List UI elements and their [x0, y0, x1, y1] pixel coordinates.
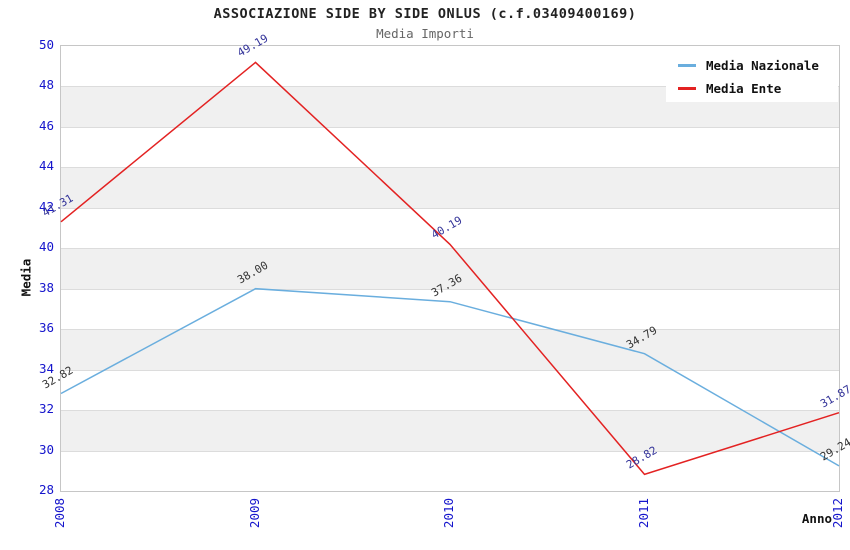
- legend: Media Nazionale Media Ente: [666, 50, 838, 102]
- plot-band: [61, 167, 839, 208]
- legend-item: Media Nazionale: [666, 54, 838, 77]
- y-tick-label: 34: [38, 360, 54, 376]
- plot-band: [61, 410, 839, 451]
- y-tick-label: 40: [38, 239, 54, 255]
- gridline: [61, 410, 839, 412]
- x-tick-label: 2008: [52, 497, 67, 529]
- x-tick-label: 2012: [830, 497, 845, 529]
- plot-area: [60, 45, 840, 492]
- x-axis-title: Anno: [801, 511, 832, 526]
- plot-band: [61, 288, 839, 330]
- legend-label: Media Ente: [706, 81, 782, 96]
- y-tick-label: 36: [38, 320, 54, 336]
- series-lines: [60, 61, 840, 476]
- legend-swatch: [678, 64, 696, 67]
- y-tick-label: 48: [38, 77, 54, 93]
- gridline: [61, 126, 839, 128]
- plot-band: [61, 450, 839, 491]
- x-tick-label: 2010: [441, 497, 456, 529]
- y-tick-label: 46: [38, 117, 54, 133]
- gridline: [61, 288, 839, 290]
- plot-band: [61, 369, 839, 411]
- legend-item: Media Ente: [666, 77, 838, 100]
- gridline: [61, 207, 839, 209]
- gridline: [61, 329, 839, 331]
- y-tick-label: 42: [38, 198, 54, 214]
- series-line: [60, 61, 840, 476]
- y-tick-label: 50: [38, 37, 54, 52]
- gridline: [61, 369, 839, 371]
- legend-swatch: [678, 87, 696, 90]
- plot-band: [61, 126, 839, 168]
- y-tick-label: 38: [38, 279, 54, 295]
- plot-band: [61, 207, 839, 249]
- y-tick-label: 32: [38, 401, 54, 417]
- legend-label: Media Nazionale: [706, 58, 819, 73]
- gridline: [61, 450, 839, 452]
- plot-band: [61, 248, 839, 289]
- gridline: [61, 248, 839, 250]
- y-tick-label: 30: [38, 441, 54, 457]
- series-line: [60, 287, 840, 467]
- x-tick-label: 2011: [635, 497, 651, 529]
- chart-subtitle: Media Importi: [376, 26, 474, 41]
- x-tick-label: 2009: [246, 497, 262, 529]
- plot-band: [61, 329, 839, 370]
- y-tick-label: 28: [38, 482, 54, 497]
- y-tick-label: 44: [38, 158, 54, 174]
- gridline: [61, 167, 839, 169]
- chart-title: ASSOCIAZIONE SIDE BY SIDE ONLUS (c.f.034…: [213, 6, 637, 22]
- gridline: [61, 86, 839, 88]
